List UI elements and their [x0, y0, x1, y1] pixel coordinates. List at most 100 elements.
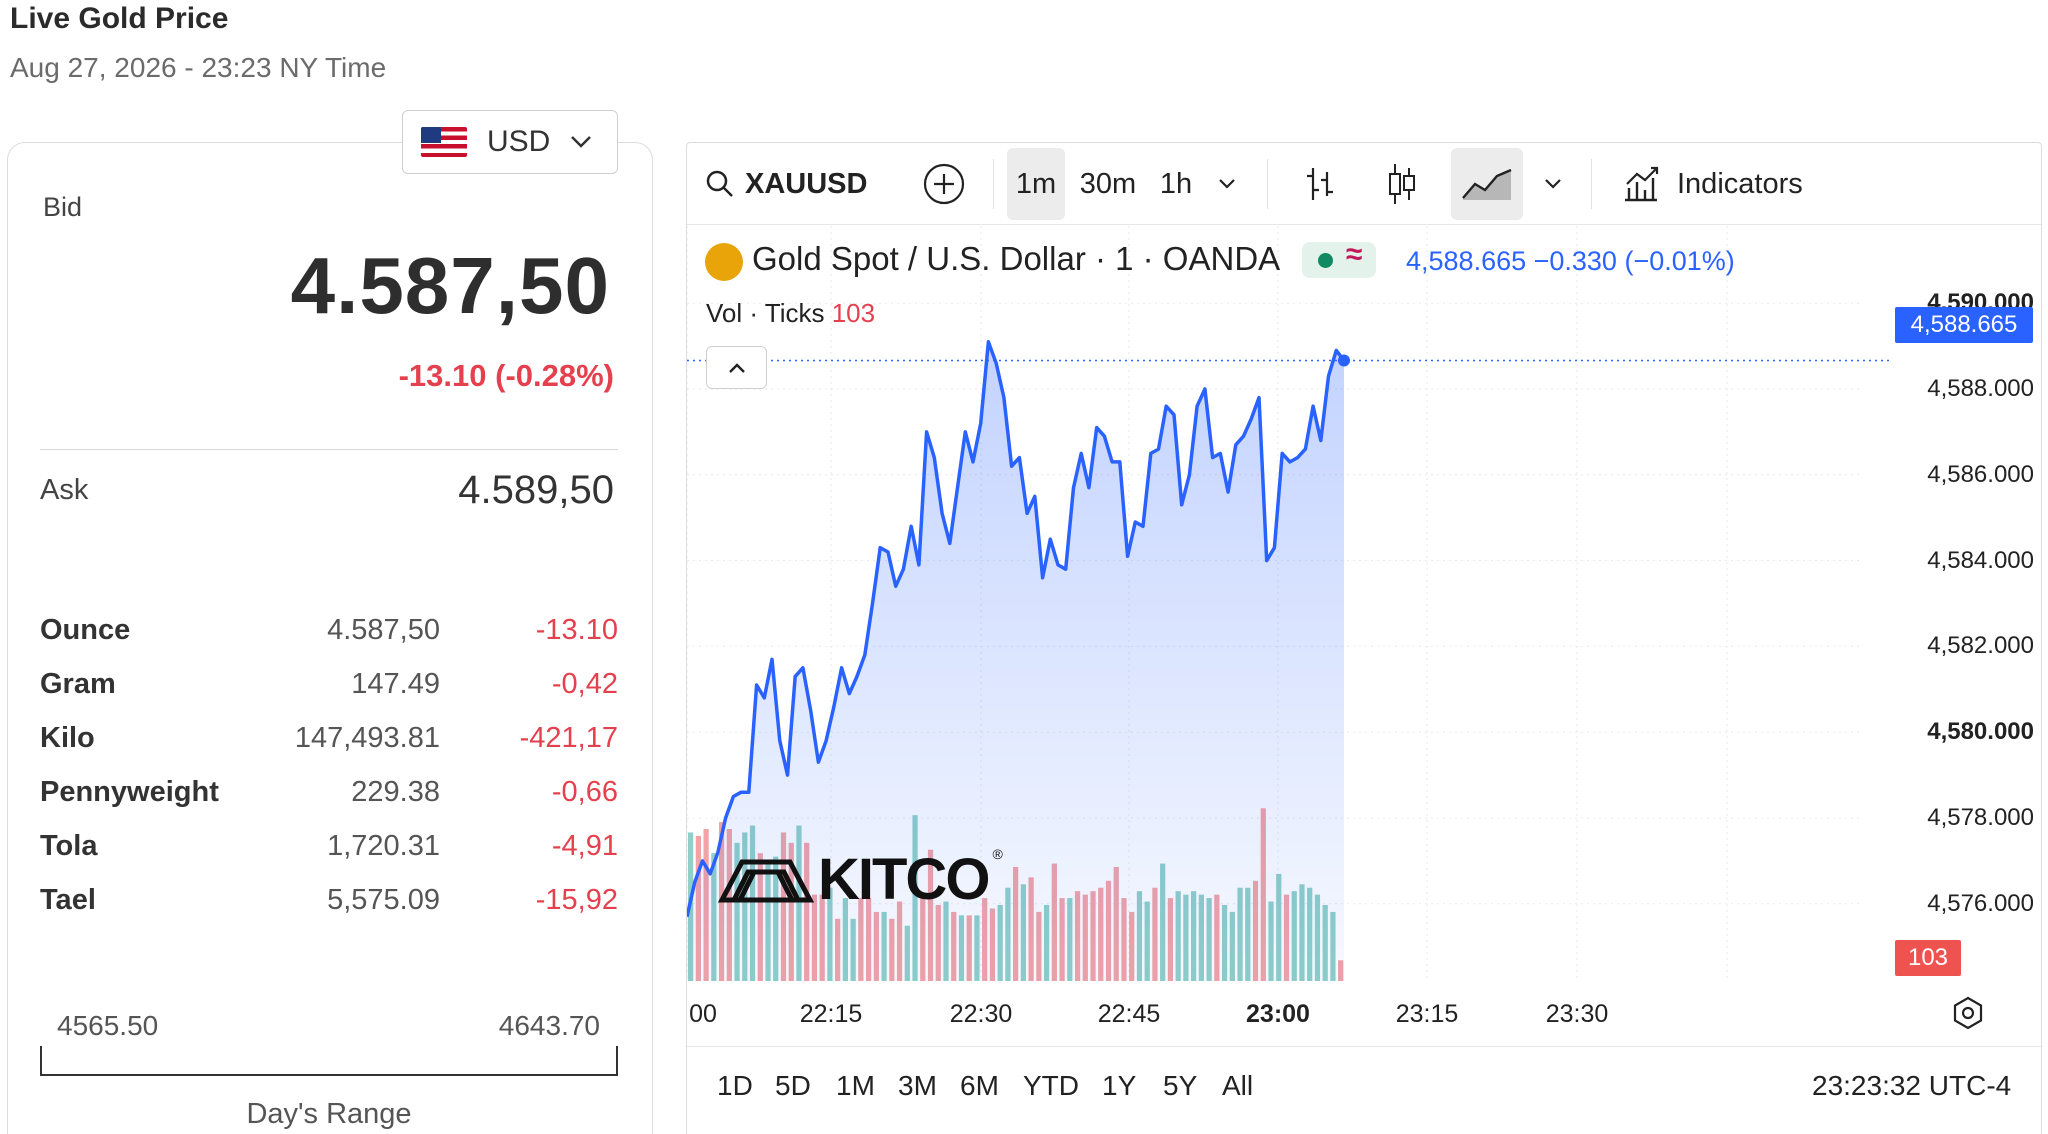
x-tick-label: 23:00: [1246, 1000, 1310, 1028]
unit-change: -421,17: [519, 722, 618, 754]
price-chart[interactable]: [687, 226, 2041, 1046]
delayed-data-icon: ≈: [1346, 238, 1363, 271]
ask-label: Ask: [40, 474, 89, 506]
unit-name: Gram: [40, 668, 116, 700]
settings-icon: [1953, 996, 1983, 1030]
unit-price: 4.587,50: [327, 614, 440, 646]
day-range-high: 4643.70: [498, 1010, 600, 1041]
volume-legend-value: 103: [831, 298, 876, 328]
area-chart-icon: [1462, 168, 1512, 200]
unit-change: -15,92: [535, 884, 618, 916]
unit-price: 229.38: [351, 776, 440, 808]
unit-price: 1,720.31: [327, 830, 440, 862]
kitco-watermark: KITCO ®: [718, 846, 1003, 913]
y-tick-label: 4,586.000: [1927, 460, 2034, 488]
unit-change: -13.10: [535, 614, 618, 646]
last-price-dot: [1338, 354, 1350, 367]
day-range-low: 4565.50: [57, 1010, 159, 1041]
bid-change: -13.10 (-0.28%): [398, 358, 614, 393]
range-button-6m[interactable]: 6M: [960, 1070, 999, 1101]
gold-coin-icon: [705, 243, 743, 281]
x-tick-label: 23:15: [1395, 1000, 1459, 1028]
currency-selector[interactable]: USD: [402, 110, 618, 174]
range-button-1m[interactable]: 1M: [836, 1070, 875, 1101]
search-icon: [706, 170, 733, 197]
symbol-label: XAUUSD: [745, 167, 868, 200]
collapse-legend-button[interactable]: [706, 346, 767, 389]
range-button-1y[interactable]: 1Y: [1102, 1070, 1137, 1101]
interval-30m[interactable]: 30m: [1079, 167, 1137, 200]
ask-value: 4.589,50: [458, 468, 614, 512]
chart-type-dropdown[interactable]: [1533, 143, 1573, 225]
registered-mark: ®: [992, 846, 1003, 862]
range-button-1d[interactable]: 1D: [717, 1070, 753, 1101]
bar-chart-type-button[interactable]: [1295, 143, 1345, 225]
chart-clock: 23:23:32 UTC-4: [1812, 1070, 2012, 1101]
day-range-bar: [40, 1046, 618, 1076]
x-tick-label: 22:30: [949, 1000, 1013, 1028]
candle-chart-type-button[interactable]: [1377, 143, 1427, 225]
chart-toolbar: XAUUSD 1m 30m 1h Indicators: [687, 143, 2041, 225]
unit-name: Kilo: [40, 722, 95, 754]
unit-row-tael: Tael 5,575.09 -15,92: [40, 884, 618, 924]
chevron-up-icon: [728, 362, 745, 373]
interval-1m[interactable]: 1m: [1007, 148, 1065, 220]
range-button-3m[interactable]: 3M: [898, 1070, 937, 1101]
y-tick-label: 4,582.000: [1927, 632, 2034, 660]
market-open-dot-icon: [1318, 253, 1333, 268]
toolbar-separator: [993, 159, 994, 209]
bid-label: Bid: [43, 192, 83, 222]
unit-name: Ounce: [40, 614, 131, 646]
kitco-logo-icon: [718, 859, 814, 902]
interval-dropdown[interactable]: [1207, 143, 1247, 225]
price-line: [687, 340, 1346, 918]
x-tick-label: 22:45: [1097, 1000, 1161, 1028]
compare-symbol-button[interactable]: [919, 143, 969, 225]
kitco-wordmark: KITCO: [818, 847, 990, 912]
x-tick-label: 23:30: [1545, 1000, 1609, 1028]
plus-circle-icon: [923, 163, 965, 205]
symbol-search[interactable]: XAUUSD: [705, 143, 875, 225]
unit-row-kilo: Kilo 147,493.81 -421,17: [40, 722, 618, 762]
ohlc-bars-icon: [1307, 168, 1333, 200]
range-button-ytd[interactable]: YTD: [1023, 1070, 1079, 1101]
bid-value: 4.587,50: [290, 241, 610, 330]
last-volume-tag: 103: [1895, 940, 1961, 976]
price-card: [7, 142, 653, 1134]
indicators-label: Indicators: [1677, 167, 1803, 200]
y-tick-label: 4,576.000: [1927, 889, 2034, 917]
unit-name: Tael: [40, 884, 96, 916]
legend-values: 4,588.665 −0.330 (−0.01%): [1406, 246, 1735, 276]
day-range-label: Day's Range: [246, 1098, 412, 1130]
unit-change: -0,66: [551, 776, 618, 808]
unit-change: -0,42: [551, 668, 618, 700]
unit-price: 147,493.81: [294, 722, 440, 754]
area-chart-type-button[interactable]: [1451, 148, 1523, 220]
legend-title: Gold Spot / U.S. Dollar · 1 · OANDA: [752, 240, 1281, 277]
last-price-tag: 4,588.665: [1895, 307, 2033, 343]
unit-name: Pennyweight: [40, 776, 219, 808]
y-tick-label: 4,584.000: [1927, 546, 2034, 574]
interval-1h[interactable]: 1h: [1159, 167, 1193, 200]
range-button-5y[interactable]: 5Y: [1163, 1070, 1198, 1101]
range-button-5d[interactable]: 5D: [775, 1070, 811, 1101]
indicators-button[interactable]: Indicators: [1621, 143, 1851, 225]
chevron-down-icon: [571, 136, 592, 148]
indicators-icon: [1625, 166, 1659, 202]
unit-price: 5,575.09: [327, 884, 440, 916]
bottom-divider: [687, 1046, 2041, 1047]
y-tick-label: 4,578.000: [1927, 803, 2034, 831]
volume-legend-label: Vol · Ticks: [706, 298, 825, 328]
market-status-pill[interactable]: [1302, 242, 1376, 278]
chevron-down-icon: [1545, 179, 1561, 189]
unit-price: 147.49: [351, 668, 440, 700]
range-button-all[interactable]: All: [1222, 1070, 1254, 1101]
chart-settings-button[interactable]: [1950, 995, 1986, 1036]
x-tick-label: 22:15: [799, 1000, 863, 1028]
y-tick-label: 4,588.000: [1927, 375, 2034, 402]
page-subtitle: Aug 27, 2026 - 23:23 NY Time: [10, 52, 387, 83]
x-tick-label: 00: [689, 1000, 717, 1028]
unit-name: Tola: [40, 830, 98, 862]
toolbar-separator: [1267, 159, 1268, 209]
volume-legend: Vol · Ticks 103: [706, 298, 875, 329]
